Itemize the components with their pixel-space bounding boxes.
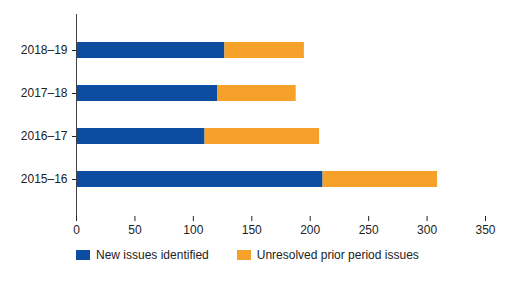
svg-text:350: 350 (475, 223, 495, 237)
svg-text:250: 250 (359, 223, 379, 237)
svg-text:0: 0 (73, 223, 80, 237)
svg-text:100: 100 (183, 223, 203, 237)
svg-text:2018–19: 2018–19 (21, 43, 68, 57)
svg-text:300: 300 (417, 223, 437, 237)
svg-text:2015–16: 2015–16 (21, 172, 68, 186)
svg-text:150: 150 (242, 223, 262, 237)
svg-text:2017–18: 2017–18 (21, 86, 68, 100)
svg-text:2016–17: 2016–17 (21, 129, 68, 143)
html-text:Unresolved prior period issues: Unresolved prior period issues (256, 248, 419, 262)
html-text:New issues identified: New issues identified (96, 248, 209, 262)
svg-text:50: 50 (128, 223, 142, 237)
svg-text:200: 200 (300, 223, 320, 237)
